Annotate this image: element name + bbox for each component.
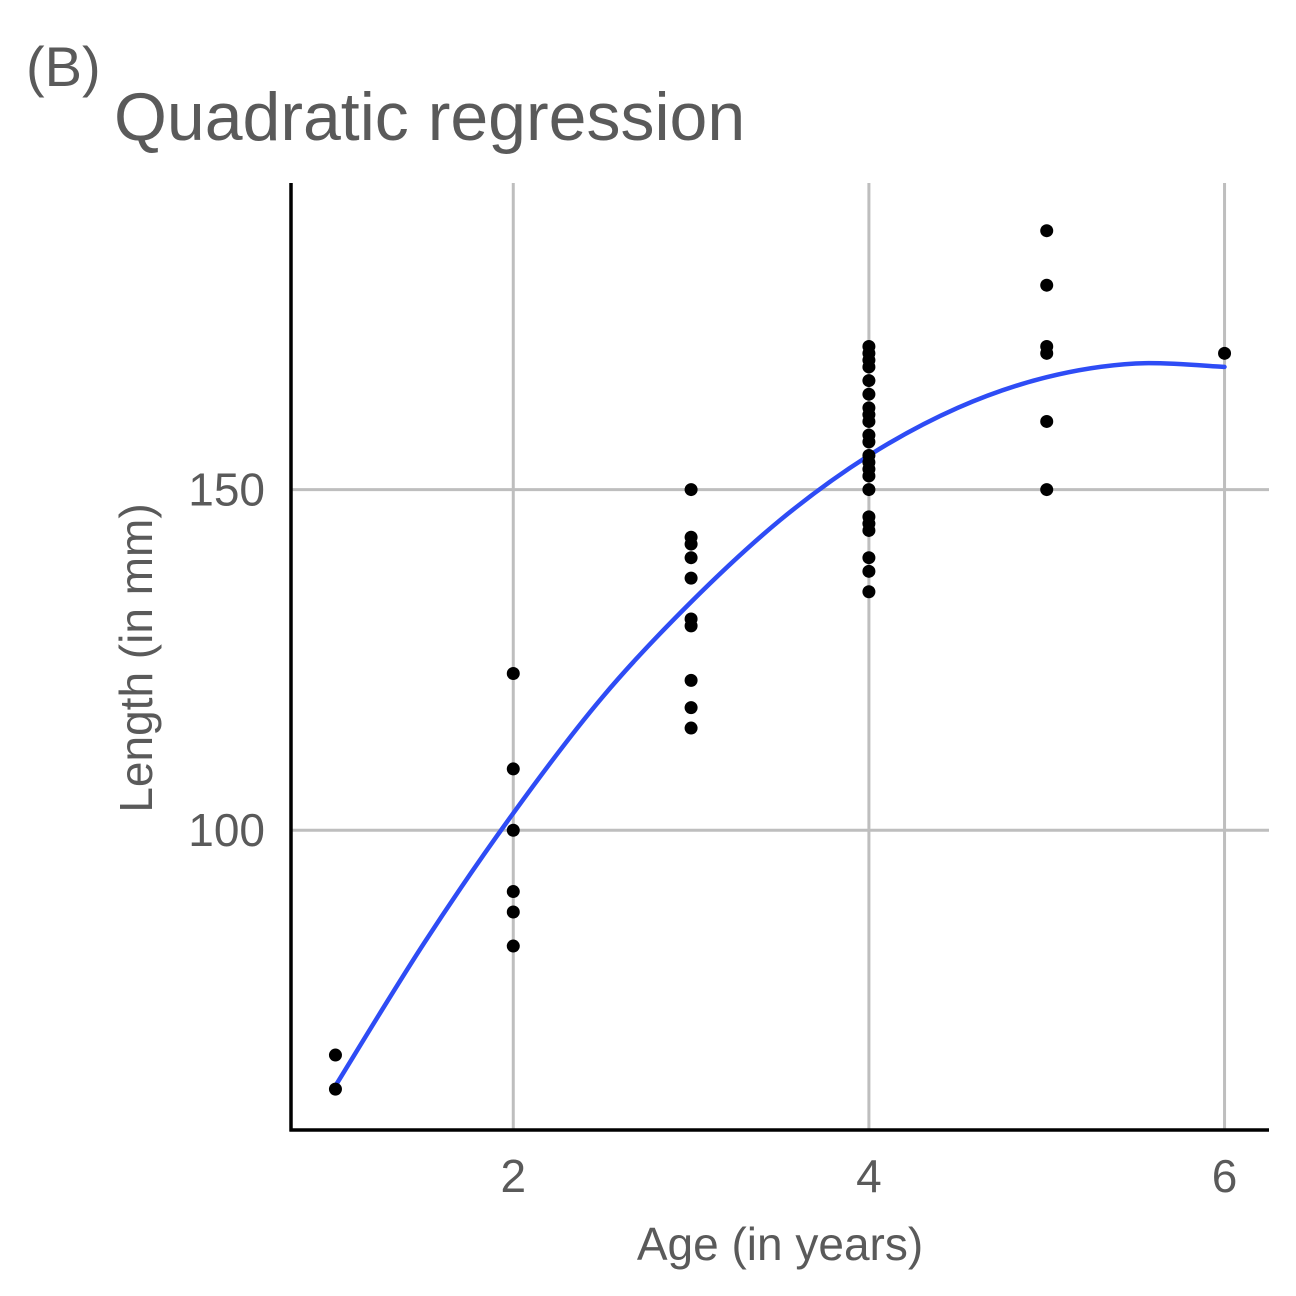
data-point-16	[684, 530, 698, 544]
data-point-7	[506, 667, 520, 681]
data-point-17	[684, 483, 698, 497]
data-point-9	[684, 701, 698, 715]
axes	[289, 183, 1269, 1132]
x-tick-label-6: 6	[1212, 1150, 1238, 1202]
data-point-28	[862, 449, 876, 463]
data-point-4	[506, 885, 520, 899]
data-point-12	[684, 612, 698, 626]
data-point-1	[328, 1048, 342, 1062]
data-point-39	[862, 340, 876, 354]
data-point-14	[684, 551, 698, 565]
data-point-41	[1040, 414, 1054, 428]
x-tick-label-2: 2	[500, 1150, 526, 1202]
data-point-8	[684, 721, 698, 735]
data-point-44	[1040, 278, 1054, 292]
x-axis-title: Age (in years)	[637, 1218, 923, 1270]
data-point-46	[1218, 346, 1232, 360]
data-point-18	[862, 585, 876, 599]
y-axis-title: Length (in mm)	[110, 503, 162, 812]
data-point-23	[862, 510, 876, 524]
chart-title: Quadratic regression	[114, 79, 745, 155]
data-point-24	[862, 483, 876, 497]
data-point-20	[862, 551, 876, 565]
data-points	[328, 224, 1232, 1096]
data-point-43	[1040, 340, 1054, 354]
data-point-34	[862, 387, 876, 401]
x-tick-label-4: 4	[856, 1150, 882, 1202]
fitted-curve	[333, 360, 1227, 1088]
data-point-5	[506, 823, 520, 837]
data-point-45	[1040, 224, 1054, 238]
data-point-2	[506, 939, 520, 953]
data-point-13	[684, 571, 698, 585]
data-point-40	[1040, 483, 1054, 497]
data-point-30	[862, 428, 876, 442]
data-point-35	[862, 374, 876, 388]
y-tick-label-100: 100	[188, 804, 265, 856]
grid	[291, 183, 1269, 1130]
fitted-curve-layer	[333, 360, 1227, 1088]
data-point-3	[506, 905, 520, 919]
data-point-33	[862, 401, 876, 415]
y-tick-label-150: 150	[188, 464, 265, 516]
data-point-19	[862, 564, 876, 578]
data-point-6	[506, 762, 520, 776]
data-point-10	[684, 673, 698, 687]
tick-labels: 2 4 6 100 150	[188, 464, 1237, 1202]
panel-tag: (B)	[26, 35, 101, 98]
data-point-0	[328, 1082, 342, 1096]
